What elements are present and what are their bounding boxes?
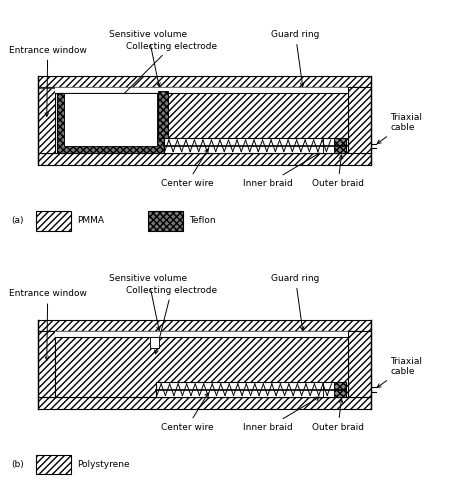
Text: Triaxial
cable: Triaxial cable — [377, 357, 422, 387]
Text: Collecting electrode: Collecting electrode — [126, 286, 217, 354]
Bar — [38, 397, 371, 409]
Bar — [64, 93, 157, 146]
Bar — [36, 211, 71, 231]
Text: Center wire: Center wire — [161, 149, 213, 188]
Text: Triaxial
cable: Triaxial cable — [377, 113, 422, 143]
Bar — [38, 153, 371, 165]
Text: Entrance window: Entrance window — [9, 289, 87, 360]
Bar — [36, 455, 71, 475]
Bar — [164, 138, 346, 153]
Bar — [55, 331, 348, 337]
Bar — [57, 93, 164, 153]
Bar — [348, 87, 371, 153]
Text: Sensitive volume: Sensitive volume — [109, 30, 187, 86]
Bar — [334, 138, 346, 153]
Text: Entrance window: Entrance window — [9, 46, 87, 117]
Bar — [164, 87, 348, 153]
Text: PMMA: PMMA — [77, 216, 104, 225]
Bar — [38, 87, 55, 153]
Bar — [334, 382, 346, 397]
Text: Inner braid: Inner braid — [244, 153, 319, 188]
Text: Outer braid: Outer braid — [312, 399, 364, 432]
Bar — [148, 211, 183, 231]
Text: Sensitive volume: Sensitive volume — [109, 274, 187, 330]
Bar — [55, 331, 348, 397]
Text: Inner braid: Inner braid — [244, 397, 319, 432]
Bar — [158, 91, 168, 138]
Text: Guard ring: Guard ring — [271, 274, 319, 330]
Bar — [38, 76, 371, 87]
Bar — [150, 337, 159, 348]
Bar — [38, 319, 371, 331]
Text: Polystyrene: Polystyrene — [77, 460, 129, 469]
Text: Outer braid: Outer braid — [312, 155, 364, 188]
Text: Guard ring: Guard ring — [271, 30, 319, 86]
Text: Collecting electrode: Collecting electrode — [113, 42, 217, 104]
Text: (b): (b) — [11, 460, 24, 469]
Text: Teflon: Teflon — [189, 216, 216, 225]
Bar — [348, 331, 371, 397]
Bar — [38, 331, 55, 397]
Text: (a): (a) — [11, 216, 23, 225]
Bar — [55, 87, 348, 93]
Bar — [38, 87, 55, 88]
Bar — [156, 382, 346, 397]
Text: Center wire: Center wire — [161, 393, 213, 432]
